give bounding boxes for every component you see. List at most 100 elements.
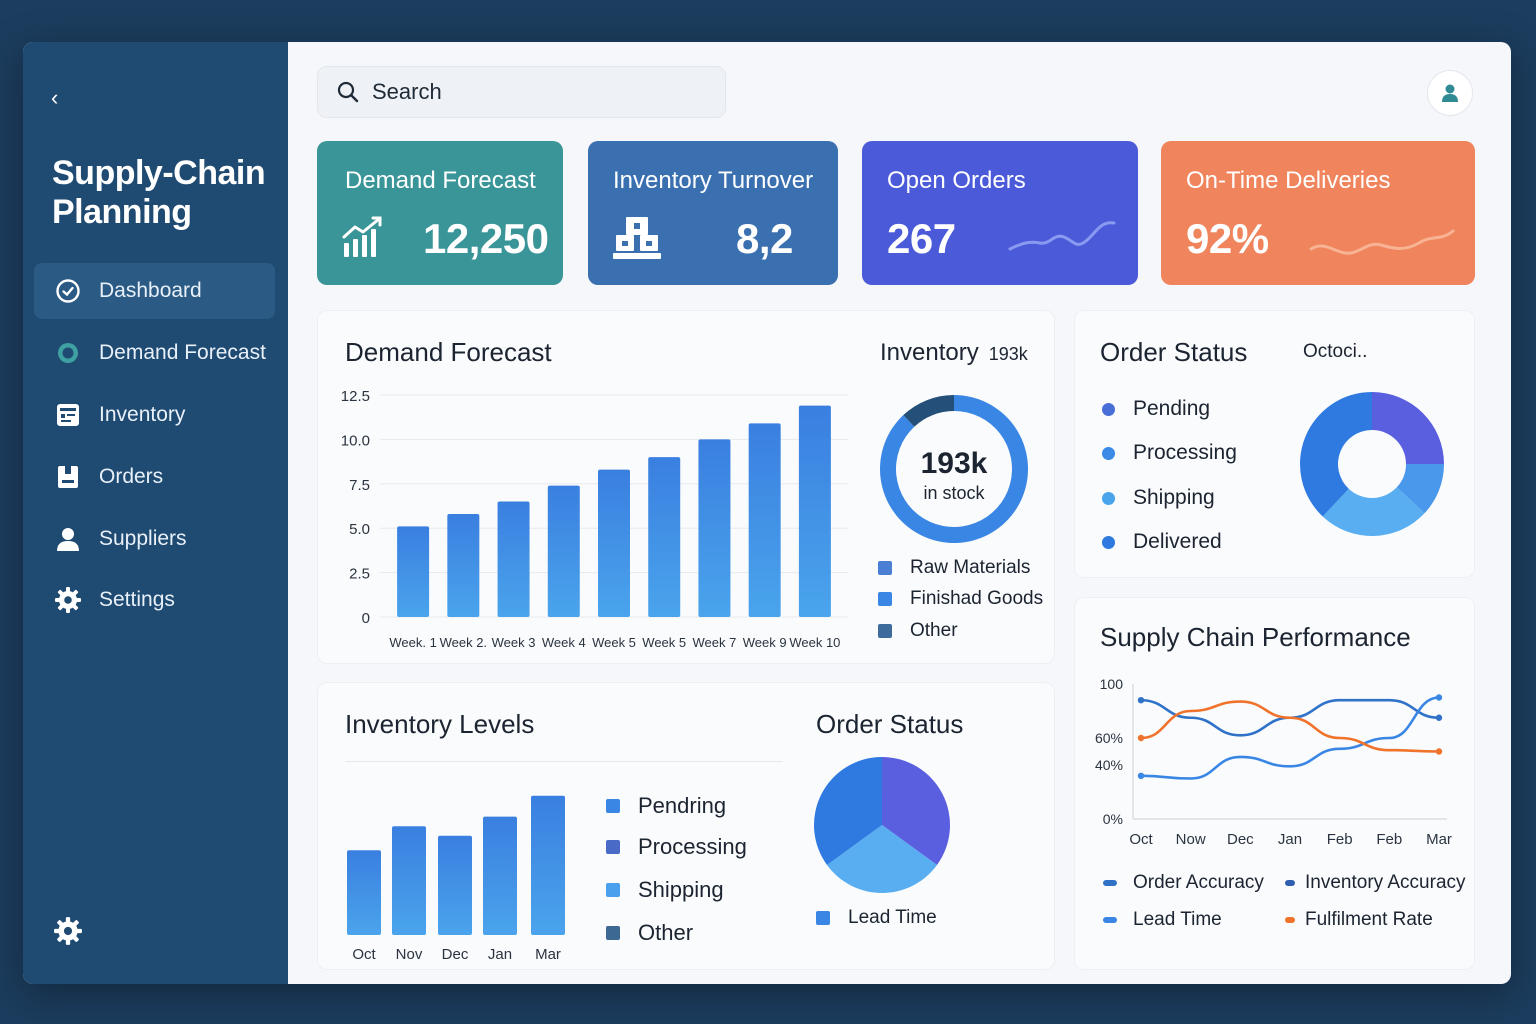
bar[interactable] [547, 485, 580, 617]
kpi-title: Demand Forecast [345, 167, 536, 194]
bar[interactable] [447, 513, 480, 617]
sidebar: ‹ Supply-Chain Planning Dashboard Demand… [23, 42, 288, 984]
card-title: Supply Chain Performance [1100, 622, 1411, 652]
x-tick-label: Week 5 [642, 635, 686, 650]
legend-label: Shipping [638, 877, 724, 902]
collapse-sidebar-button[interactable]: ‹ [51, 85, 59, 110]
legend-label: Fulfilment Rate [1305, 909, 1433, 930]
bar[interactable] [347, 850, 381, 935]
sidebar-item-inventory[interactable]: Inventory [34, 387, 275, 443]
y-tick-label: 60% [1095, 730, 1123, 746]
bar[interactable] [438, 835, 472, 935]
legend-swatch [878, 592, 892, 606]
legend-label: Processing [638, 834, 747, 859]
bar[interactable] [748, 423, 781, 617]
settings-gear-icon[interactable] [53, 916, 83, 946]
legend-fulfilment-rate: Fulfilment Rate [1285, 909, 1433, 931]
series-line [1140, 700, 1440, 753]
sparkline-icon [1008, 221, 1116, 251]
kpi-inventory-turnover[interactable]: Inventory Turnover 8,2 [588, 141, 838, 285]
legend-delivered: Delivered [1102, 530, 1222, 554]
x-tick-label: Week. 1 [389, 635, 436, 650]
bar[interactable] [798, 405, 831, 617]
performance-line-chart: 0% 40% 60% 100 Oct Now Dec Jan Feb Feb Mar [1095, 676, 1452, 848]
legend-dot [1102, 535, 1115, 549]
bar[interactable] [598, 469, 630, 617]
legend-pending: Pendring [606, 793, 726, 819]
x-tick-label: Oct [1129, 831, 1153, 848]
kpi-on-time-deliveries[interactable]: On-Time Deliveries 92% [1161, 141, 1475, 285]
pie-slice[interactable] [1300, 392, 1372, 517]
legend-label: Order Accuracy [1133, 872, 1264, 893]
divider [345, 761, 783, 762]
legend-lead-time: Lead Time [1103, 909, 1222, 931]
pie-slice[interactable] [882, 757, 950, 865]
bar[interactable] [497, 501, 530, 617]
sidebar-item-suppliers[interactable]: Suppliers [34, 511, 275, 567]
donut-subtitle: in stock [923, 483, 985, 503]
sidebar-item-demand-forecast[interactable]: Demand Forecast [34, 325, 275, 381]
pie-slice[interactable] [1322, 487, 1425, 536]
app-window: ‹ Supply-Chain Planning Dashboard Demand… [23, 42, 1511, 984]
bar[interactable] [531, 795, 565, 935]
kpi-title: On-Time Deliveries [1186, 167, 1391, 194]
kpi-open-orders[interactable]: Open Orders 267 [862, 141, 1138, 285]
legend-dot [1102, 446, 1115, 460]
user-avatar[interactable] [1427, 70, 1473, 116]
data-point[interactable] [1435, 714, 1443, 721]
bar[interactable] [483, 816, 517, 935]
data-point[interactable] [1137, 697, 1145, 704]
search-input[interactable] [372, 79, 692, 105]
x-tick-label: Mar [535, 946, 561, 963]
search-bar[interactable] [317, 66, 726, 118]
legend-label: Lead Time [848, 907, 937, 928]
pie-slice[interactable] [1372, 392, 1444, 464]
x-tick-label: Mar [1426, 831, 1452, 848]
inventory-label: Inventory [880, 339, 979, 366]
kpi-value: 267 [887, 215, 956, 262]
inventory-levels-chart: Oct Nov Dec Jan Mar [347, 795, 565, 963]
x-tick-label: Week 2. [440, 635, 487, 650]
pie-slice[interactable] [903, 395, 954, 427]
x-tick-label: Feb [1327, 831, 1353, 848]
inventory-icon [54, 401, 82, 429]
data-point[interactable] [1137, 772, 1145, 779]
card-title: Inventory Levels [345, 709, 535, 739]
pie-slice[interactable] [814, 757, 882, 865]
x-tick-label: Week 9 [743, 635, 787, 650]
bar[interactable] [392, 826, 426, 935]
period-selector[interactable]: Octoci.. [1303, 341, 1368, 362]
data-point[interactable] [1435, 694, 1443, 701]
legend-dash [1285, 880, 1295, 886]
sidebar-item-orders[interactable]: Orders [34, 449, 275, 505]
legend-shipping: Shipping [1102, 486, 1215, 510]
bar[interactable] [648, 457, 681, 617]
orders-icon [54, 463, 82, 491]
inventory-donut-chart [880, 395, 1028, 543]
y-tick-label: 7.5 [349, 477, 370, 494]
y-tick-label: 100 [1100, 676, 1124, 692]
kpi-demand-forecast[interactable]: Demand Forecast 12,250 [317, 141, 563, 285]
kpi-title: Inventory Turnover [613, 167, 814, 194]
x-tick-label: Week 7 [693, 635, 737, 650]
legend-label: Pending [1133, 397, 1211, 420]
bar[interactable] [698, 439, 731, 617]
x-tick-label: Nov [396, 946, 423, 963]
sidebar-item-settings[interactable]: Settings [34, 572, 275, 628]
legend-label: Other [910, 620, 958, 641]
data-point[interactable] [1435, 748, 1443, 755]
x-tick-label: Feb [1376, 831, 1402, 848]
legend-pending: Pending [1102, 397, 1210, 421]
legend-label: Inventory Accuracy [1305, 872, 1466, 893]
bar[interactable] [397, 526, 430, 617]
pie-slice[interactable] [826, 825, 938, 893]
legend-label: Other [638, 920, 694, 945]
data-point[interactable] [1137, 734, 1145, 742]
legend-swatch [606, 926, 620, 940]
kpi-title: Open Orders [887, 167, 1026, 194]
sidebar-item-dashboard[interactable]: Dashboard [34, 263, 275, 319]
legend-other: Other [606, 920, 693, 946]
pie-slice[interactable] [1396, 464, 1444, 514]
legend-label: Shipping [1133, 486, 1215, 509]
supply-chain-performance-card: Supply Chain Performance 0% 40% 60% 100 Oct N… [1074, 597, 1475, 970]
